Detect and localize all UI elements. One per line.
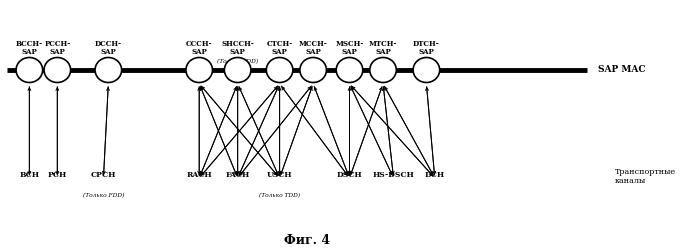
Text: DTCH-
SAP: DTCH- SAP bbox=[413, 40, 440, 56]
Text: MTCH-
SAP: MTCH- SAP bbox=[369, 40, 397, 56]
Ellipse shape bbox=[224, 58, 251, 82]
Text: (Только FDD): (Только FDD) bbox=[82, 192, 124, 198]
Ellipse shape bbox=[300, 58, 326, 82]
Text: Фиг. 4: Фиг. 4 bbox=[284, 234, 331, 248]
Text: Транспортные
каналы: Транспортные каналы bbox=[615, 168, 676, 185]
Ellipse shape bbox=[413, 58, 440, 82]
Text: HS-DSCH: HS-DSCH bbox=[373, 171, 415, 179]
Text: PCCH-
SAP: PCCH- SAP bbox=[44, 40, 71, 56]
Text: CTCH-
SAP: CTCH- SAP bbox=[266, 40, 293, 56]
Text: (Только TDD): (Только TDD) bbox=[217, 59, 258, 64]
Ellipse shape bbox=[186, 58, 212, 82]
Text: DSCH: DSCH bbox=[337, 171, 362, 179]
Text: MCCH-
SAP: MCCH- SAP bbox=[298, 40, 328, 56]
Text: DCH: DCH bbox=[425, 171, 445, 179]
Ellipse shape bbox=[266, 58, 293, 82]
Text: PCH: PCH bbox=[48, 171, 67, 179]
Ellipse shape bbox=[95, 58, 122, 82]
Text: CCCH-
SAP: CCCH- SAP bbox=[186, 40, 212, 56]
Text: FACH: FACH bbox=[226, 171, 250, 179]
Text: BCH: BCH bbox=[20, 171, 39, 179]
Text: (Только TDD): (Только TDD) bbox=[259, 192, 300, 198]
Text: USCH: USCH bbox=[267, 171, 292, 179]
Text: MSCH-
SAP: MSCH- SAP bbox=[336, 40, 363, 56]
Text: SHCCH-
SAP: SHCCH- SAP bbox=[222, 40, 254, 56]
Ellipse shape bbox=[336, 58, 363, 82]
Ellipse shape bbox=[370, 58, 396, 82]
Ellipse shape bbox=[16, 58, 43, 82]
Text: RACH: RACH bbox=[187, 171, 212, 179]
Text: SAP MAC: SAP MAC bbox=[598, 66, 645, 74]
Text: CPCH: CPCH bbox=[91, 171, 116, 179]
Ellipse shape bbox=[44, 58, 71, 82]
Text: BCCH-
SAP: BCCH- SAP bbox=[16, 40, 43, 56]
Text: DCCH-
SAP: DCCH- SAP bbox=[95, 40, 122, 56]
